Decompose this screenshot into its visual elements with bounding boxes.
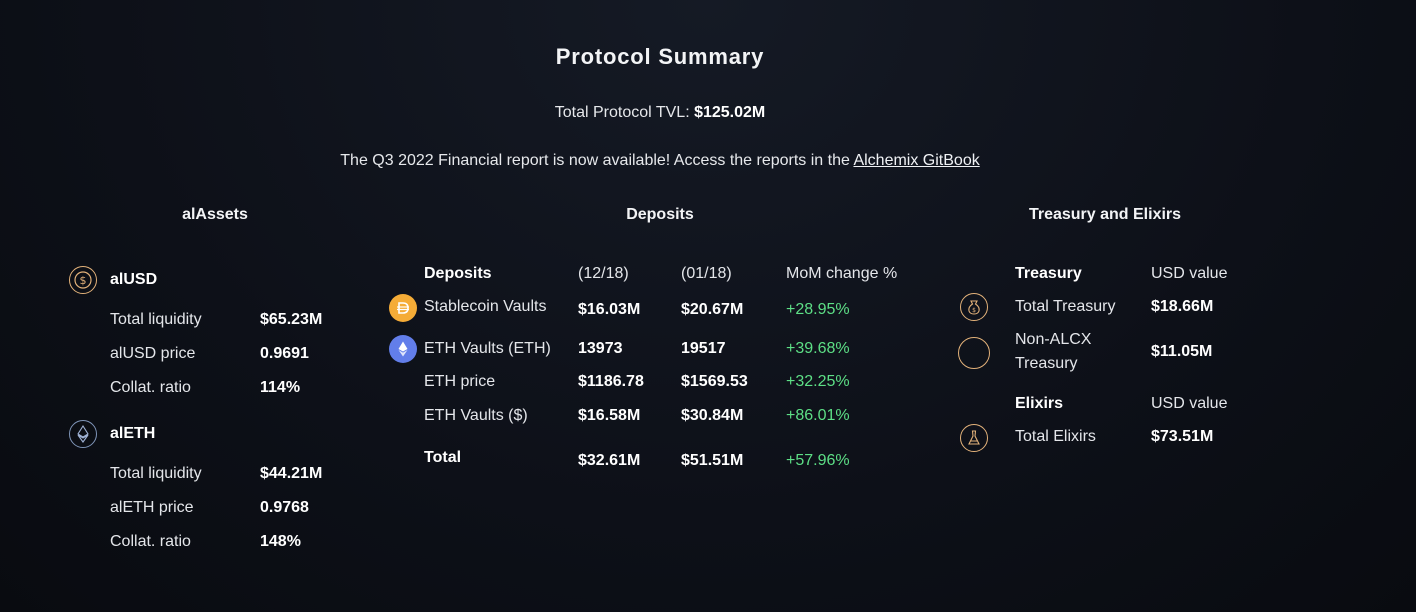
deposits-total-change: +57.96% [786, 452, 850, 469]
report-notice: The Q3 2022 Financial report is now avai… [0, 152, 1320, 170]
deposits-total-label: Total [424, 449, 462, 466]
deposit-row-v2: 19517 [681, 340, 726, 357]
tvl-label: Total Protocol TVL: [554, 104, 695, 121]
aleth-liquidity-value: $44.21M [260, 465, 323, 482]
deposit-row-label: ETH Vaults (ETH) [424, 340, 551, 357]
total-treasury-value: $18.66M [1151, 298, 1214, 315]
page-title: Protocol Summary [555, 44, 765, 69]
alusd-liquidity-value: $65.23M [260, 311, 323, 328]
alusd-collat-value: 114% [260, 379, 301, 396]
alusd-price-value: 0.9691 [260, 345, 309, 362]
report-text: The Q3 2022 Financial report is now avai… [340, 152, 854, 169]
alusd-liquidity-label: Total liquidity [110, 311, 202, 328]
deposit-row-change: +86.01% [786, 407, 850, 424]
deposit-row-v1: $16.58M [578, 407, 641, 424]
aleth-collat-value: 148% [260, 533, 301, 550]
aleth-price-label: alETH price [110, 499, 194, 516]
deposit-row-label: Stablecoin Vaults [424, 298, 547, 315]
total-treasury-label: Total Treasury [1015, 298, 1116, 315]
deposit-row-change: +39.68% [786, 340, 850, 357]
alusd-price-label: alUSD price [110, 345, 196, 362]
deposits-total-v2: $51.51M [681, 452, 744, 469]
deposits-total-v1: $32.61M [578, 452, 641, 469]
deposit-row-label: ETH price [424, 373, 496, 390]
deposit-row-label: ETH Vaults ($) [424, 407, 528, 424]
elixirs-usd-header: USD value [1151, 395, 1228, 412]
treasury-label: Treasury [1015, 265, 1082, 282]
dai-icon [389, 294, 417, 322]
deposit-row-change: +32.25% [786, 373, 850, 390]
deposits-col-dec: (12/18) [578, 265, 629, 282]
deposit-row-v1: $16.03M [578, 301, 641, 318]
svg-text:$: $ [972, 307, 976, 314]
deposit-row-v2: $1569.53 [681, 373, 748, 390]
non-alcx-label-line2: Treasury [1015, 355, 1078, 372]
deposit-row-v1: 13973 [578, 340, 623, 357]
gitbook-link[interactable]: Alchemix GitBook [853, 152, 980, 169]
eth-coin-icon [69, 420, 97, 448]
ring-icon [958, 337, 990, 369]
flask-icon [960, 424, 988, 452]
deposits-heading: Deposits [626, 206, 694, 223]
treasury-usd-header: USD value [1151, 265, 1228, 282]
deposit-row-v2: $20.67M [681, 301, 744, 318]
alusd-collat-label: Collat. ratio [110, 379, 191, 396]
deposits-col-jan: (01/18) [681, 265, 732, 282]
aleth-price-value: 0.9768 [260, 499, 309, 516]
treasury-heading: Treasury and Elixirs [1028, 206, 1182, 223]
svg-text:$: $ [80, 274, 87, 287]
alusd-name: alUSD [110, 271, 158, 288]
deposit-row-v1: $1186.78 [578, 373, 644, 390]
tvl-line: Total Protocol TVL: $125.02M [0, 104, 1320, 122]
total-elixirs-value: $73.51M [1151, 428, 1214, 445]
non-alcx-value: $11.05M [1151, 343, 1213, 360]
dollar-coin-icon: $ [69, 266, 97, 294]
aleth-liquidity-label: Total liquidity [110, 465, 202, 482]
deposits-col-mom: MoM change % [786, 265, 898, 282]
alassets-heading: alAssets [182, 206, 248, 223]
aleth-name: alETH [110, 425, 156, 442]
aleth-collat-label: Collat. ratio [110, 533, 191, 550]
total-elixirs-label: Total Elixirs [1015, 428, 1096, 445]
deposit-row-change: +28.95% [786, 301, 850, 318]
deposit-row-v2: $30.84M [681, 407, 744, 424]
eth-icon [389, 335, 417, 363]
non-alcx-label-line1: Non-ALCX [1015, 331, 1092, 348]
money-bag-icon: $ [960, 293, 988, 321]
deposits-col-label: Deposits [424, 265, 492, 282]
tvl-value: $125.02M [694, 104, 766, 121]
elixirs-label: Elixirs [1015, 395, 1064, 412]
